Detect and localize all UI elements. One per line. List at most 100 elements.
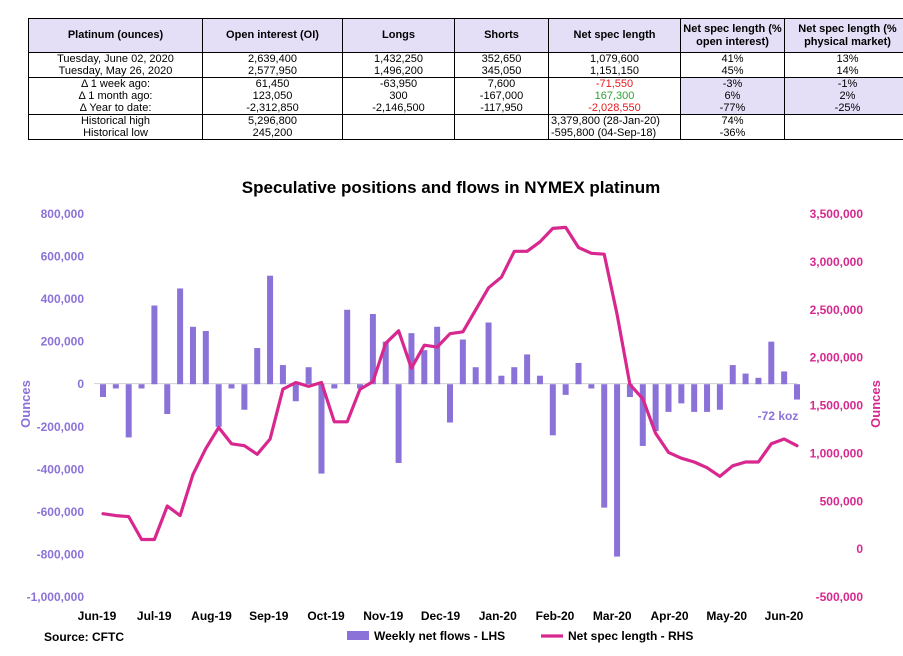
x-tick-label: Jun-19 <box>78 609 117 623</box>
y-right-tick-label: -500,000 <box>816 590 864 604</box>
y-left-tick-label: 200,000 <box>41 335 85 349</box>
table-cell: 123,050 <box>202 90 343 102</box>
table-cell: 300 <box>342 90 455 102</box>
net-spec-line <box>101 225 799 542</box>
y-right-tick-label: 3,000,000 <box>810 255 864 269</box>
table-header-row: Platinum (ounces) Open interest (OI) Lon… <box>28 18 903 53</box>
flow-bars <box>100 275 800 557</box>
flow-bar <box>395 384 402 463</box>
legend-swatch-bars <box>347 631 369 640</box>
x-tick-label: Feb-20 <box>536 609 575 623</box>
flow-bar <box>536 375 543 385</box>
y-right-tick-label: 0 <box>856 542 863 556</box>
flow-bar <box>189 326 196 385</box>
x-tick-label: Nov-19 <box>363 609 403 623</box>
x-tick-label: Jul-19 <box>137 609 172 623</box>
flow-bar <box>549 384 556 436</box>
legend: Weekly net flows - LHS Net spec length -… <box>347 629 693 643</box>
x-tick-label: Apr-20 <box>650 609 688 623</box>
y-right-tick-label: 2,000,000 <box>810 351 864 365</box>
header-net-spec-length: Net spec length <box>548 18 681 53</box>
flow-bar <box>267 275 274 385</box>
flow-bar <box>639 384 646 446</box>
annotation-72koz: -72 koz <box>758 409 799 423</box>
y-right-tick-label: 3,500,000 <box>810 207 864 221</box>
flow-bar <box>344 309 351 385</box>
flow-bar <box>331 384 338 389</box>
flow-bar <box>524 354 531 385</box>
flow-bar <box>588 384 595 389</box>
x-tick-label: Mar-20 <box>593 609 632 623</box>
flow-bar <box>421 350 428 385</box>
table-row: Historical high 5,296,800 3,379,800 (28-… <box>28 114 903 127</box>
y-right-tick-label: 1,500,000 <box>810 399 864 413</box>
flow-bar <box>318 384 325 474</box>
flow-bar <box>164 384 171 415</box>
flow-bar <box>459 339 466 385</box>
table-row: Tuesday, June 02, 2020 2,639,400 1,432,2… <box>28 52 903 65</box>
flow-bar <box>729 365 736 385</box>
flow-bar <box>305 367 312 385</box>
y-right-tick-label: 1,000,000 <box>810 446 864 460</box>
y-axis-left-label: Ounces <box>18 380 33 428</box>
flow-bar <box>472 367 479 385</box>
flow-bar <box>357 384 364 389</box>
flow-bar <box>716 384 723 410</box>
y-right-tick-label: 2,500,000 <box>810 303 864 317</box>
x-axis: Jun-19 Jul-19 Aug-19 Sep-19 Oct-19 Nov-19 Dec-… <box>78 609 804 623</box>
table-row: Δ Year to date: -2,312,850 -2,146,500 -1… <box>28 102 903 115</box>
x-tick-label: Oct-19 <box>307 609 345 623</box>
flow-bar <box>228 384 235 389</box>
table-row: Tuesday, May 26, 2020 2,577,950 1,496,20… <box>28 65 903 78</box>
x-tick-label: Jan-20 <box>479 609 517 623</box>
flow-bar <box>742 373 749 385</box>
x-tick-label: Jun-20 <box>765 609 804 623</box>
table-cell: 2% <box>784 90 903 102</box>
chart-title: Speculative positions and flows in NYMEX… <box>242 178 660 197</box>
flow-bar <box>151 305 158 385</box>
x-tick-label: Sep-19 <box>249 609 289 623</box>
flow-bar <box>215 384 222 427</box>
flow-bar <box>498 375 505 385</box>
flow-bar <box>447 384 453 423</box>
header-platinum: Platinum (ounces) <box>28 18 203 53</box>
y-axis-left: 800,000 600,000 400,000 200,000 0 -200,000 -40… <box>27 207 85 604</box>
flow-bar <box>704 384 711 412</box>
flow-bar <box>794 384 800 400</box>
y-left-tick-label: -800,000 <box>37 547 85 561</box>
flow-bar <box>279 365 286 385</box>
y-axis-right: 3,500,000 3,000,000 2,500,000 2,000,000 1,50… <box>810 207 864 604</box>
flow-bar <box>369 314 376 385</box>
table-cell: -25% <box>784 102 903 115</box>
x-tick-label: May-20 <box>706 609 747 623</box>
y-left-tick-label: -200,000 <box>37 420 85 434</box>
table-cell: 13% <box>784 52 903 65</box>
flow-bar <box>112 384 119 389</box>
flow-bar <box>562 384 569 395</box>
flow-bar <box>665 384 672 412</box>
table-cell: 167,300 <box>548 90 681 102</box>
y-left-tick-label: 0 <box>77 377 84 391</box>
header-shorts: Shorts <box>454 18 549 53</box>
flow-bar <box>614 384 621 557</box>
table-row: Δ 1 month ago: 123,050 300 -167,000 167,… <box>28 90 903 102</box>
flow-bar <box>241 384 248 410</box>
flow-bar <box>434 326 441 385</box>
legend-label-bars: Weekly net flows - LHS <box>374 629 505 643</box>
stats-table: Platinum (ounces) Open interest (OI) Lon… <box>28 18 903 140</box>
source-note: Source: CFTC <box>44 630 125 644</box>
y-left-tick-label: 600,000 <box>41 250 85 264</box>
header-longs: Longs <box>342 18 455 53</box>
table-cell: 6% <box>680 90 785 102</box>
x-tick-label: Aug-19 <box>191 609 232 623</box>
y-axis-right-label: Ounces <box>868 380 883 428</box>
flow-bar <box>601 384 608 508</box>
flow-bar <box>626 384 633 397</box>
x-tick-label: Dec-19 <box>421 609 461 623</box>
flow-bar <box>485 322 492 385</box>
table-cell <box>784 114 903 127</box>
flow-bar <box>138 384 145 389</box>
flow-bar <box>202 331 209 385</box>
flow-bar <box>691 384 698 412</box>
